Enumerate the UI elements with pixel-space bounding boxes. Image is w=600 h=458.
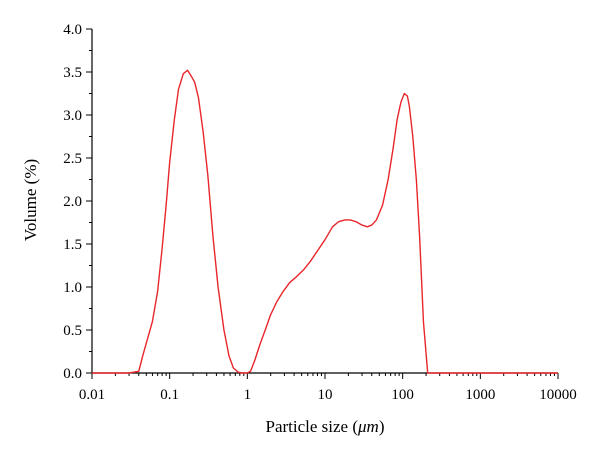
x-tick-label: 10000 bbox=[539, 387, 577, 403]
x-tick-label: 0.01 bbox=[79, 387, 105, 403]
y-tick-label: 3.0 bbox=[63, 108, 82, 124]
volume-distribution-line bbox=[92, 69, 558, 374]
x-tick-label: 100 bbox=[391, 387, 414, 403]
x-tick-label: 1000 bbox=[465, 387, 495, 403]
x-axis-title: Particle size (μm) bbox=[266, 417, 385, 436]
y-tick-label: 0.0 bbox=[63, 366, 82, 382]
x-axis-title-prefix: Particle size ( bbox=[266, 417, 359, 436]
x-axis-title-unit: μm bbox=[357, 417, 379, 436]
y-axis-title: Volume (%) bbox=[21, 159, 40, 241]
series-layer bbox=[92, 69, 558, 374]
y-tick-label: 3.5 bbox=[63, 65, 82, 81]
y-tick-label: 2.0 bbox=[63, 194, 82, 210]
y-tick-label: 1.5 bbox=[63, 237, 82, 253]
axes: 0.0 0.5 1.0 1.5 2.0 2.5 3.0 3.5 4.0 0.01 0.1 1 10 100… bbox=[63, 22, 577, 403]
x-tick-label: 10 bbox=[318, 387, 333, 403]
x-tick-label: 0.1 bbox=[160, 387, 179, 403]
y-tick-label: 2.5 bbox=[63, 151, 82, 167]
x-axis-title-suffix: ) bbox=[379, 417, 385, 436]
x-tick-label: 1 bbox=[244, 387, 252, 403]
y-tick-label: 0.5 bbox=[63, 323, 82, 339]
y-tick-label: 1.0 bbox=[63, 280, 82, 296]
y-tick-label: 4.0 bbox=[63, 22, 82, 38]
